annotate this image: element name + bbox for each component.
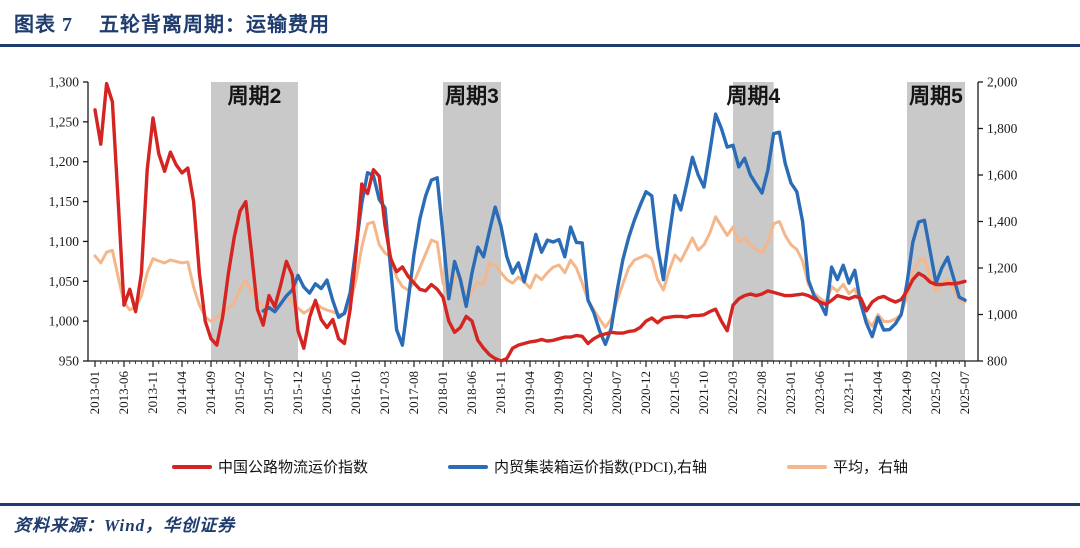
y-tick-label-right: 1,200 [987,261,1018,276]
x-tick-label: 2016-05 [319,371,334,414]
legend-label: 内贸集装箱运价指数(PDCI),右轴 [494,460,707,476]
x-tick-label: 2018-06 [464,371,479,415]
legend-item-average: 平均，右轴 [786,456,908,477]
x-tick-label: 2023-06 [812,371,827,415]
y-tick-label-right: 1,000 [987,307,1018,322]
cycle-band-label: 周期2 [228,85,282,108]
cycle-band-label: 周期4 [726,85,780,108]
series-average-line [93,215,967,329]
x-tick-label: 2021-10 [696,371,711,414]
x-axis: 2013-01 2013-06 2013-11 2014-04 2014-09 2015-… [87,361,972,414]
x-tick-label: 2017-03 [377,371,392,414]
legend-swatch-blue-line [448,464,489,469]
figure-label: 图表 7 [14,14,73,36]
y-tick-label-right: 800 [987,354,1008,369]
x-tick-label: 2017-08 [406,371,421,414]
x-tick-label: 2025-07 [957,371,972,415]
x-tick-label: 2013-11 [145,371,160,414]
series-road-freight-line [93,81,967,363]
x-tick-label: 2024-09 [899,371,914,414]
x-tick-label: 2013-06 [116,371,131,415]
legend-label: 中国公路物流运价指数 [218,460,369,476]
series-pdci-line [261,112,967,347]
legend-item-pdci-index: 内贸集装箱运价指数(PDCI),右轴 [448,456,707,477]
y-axis-right: 800 1,000 1,200 1,400 1,600 1,800 2,000 [978,75,1018,369]
y-tick-label-right: 1,800 [987,121,1018,136]
x-tick-label: 2021-05 [667,371,682,414]
y-tick-label-right: 1,400 [987,214,1018,229]
x-tick-label: 2020-02 [580,371,595,414]
y-tick-label-right: 2,000 [987,75,1018,90]
x-tick-label: 2015-12 [290,371,305,414]
x-tick-label: 2018-01 [435,371,450,414]
legend-swatch-orange-line [786,464,827,469]
y-tick-label-left: 950 [59,354,80,369]
x-tick-label: 2023-11 [841,371,856,414]
line-chart: 周期2 周期3 周期4 周期5 950 1,000 1,050 1,100 1,150 1,200… [49,75,1018,415]
cycle-band [907,82,965,361]
y-tick-label-left: 1,200 [49,154,80,169]
cycle-band-label: 周期3 [445,85,499,108]
x-tick-label: 2022-03 [725,371,740,414]
x-tick-label: 2014-04 [174,371,189,415]
x-tick-label: 2023-01 [783,371,798,414]
x-tick-label: 2014-09 [203,371,218,414]
cycle-band [733,82,774,361]
cycle-bands: 周期2 周期3 周期4 周期5 [211,82,965,361]
legend-label: 平均，右轴 [832,460,908,476]
top-divider [0,44,1080,47]
y-axis-left: 950 1,000 1,050 1,100 1,150 1,200 1,250 1,300 [49,75,88,369]
cycle-band-label: 周期5 [909,85,963,108]
x-tick-label: 2019-09 [551,371,566,414]
y-tick-label-left: 1,250 [49,114,80,129]
y-tick-label-left: 1,100 [49,234,80,249]
y-tick-label-left: 1,150 [49,194,80,209]
figure-title-text: 五轮背离周期：运输费用 [99,14,330,36]
x-tick-label: 2020-12 [638,371,653,414]
x-tick-label: 2016-10 [348,371,363,414]
x-tick-label: 2024-04 [870,371,885,415]
x-tick-label: 2015-07 [261,371,276,415]
x-tick-label: 2022-08 [754,371,769,414]
cycle-band [211,82,298,361]
x-tick-label: 2020-07 [609,371,624,415]
y-tick-label-left: 1,050 [49,274,80,289]
y-tick-label-right: 1,600 [987,168,1018,183]
chart-legend: 中国公路物流运价指数 内贸集装箱运价指数(PDCI),右轴 平均，右轴 [0,456,1080,477]
y-tick-label-left: 1,000 [49,314,80,329]
y-tick-label-left: 1,300 [49,75,80,90]
legend-item-road-freight-index: 中国公路物流运价指数 [172,456,368,477]
bottom-divider [0,503,1080,506]
source-note: 资料来源：Wind，华创证券 [14,516,236,535]
x-tick-label: 2018-11 [493,371,508,414]
x-tick-label: 2019-04 [522,371,537,415]
x-tick-label: 2015-02 [232,371,247,414]
legend-swatch-red-line [172,464,213,469]
x-tick-label: 2025-02 [928,371,943,414]
figure-title: 图表 7 五轮背离周期：运输费用 [14,8,330,37]
x-tick-label: 2013-01 [87,371,102,414]
